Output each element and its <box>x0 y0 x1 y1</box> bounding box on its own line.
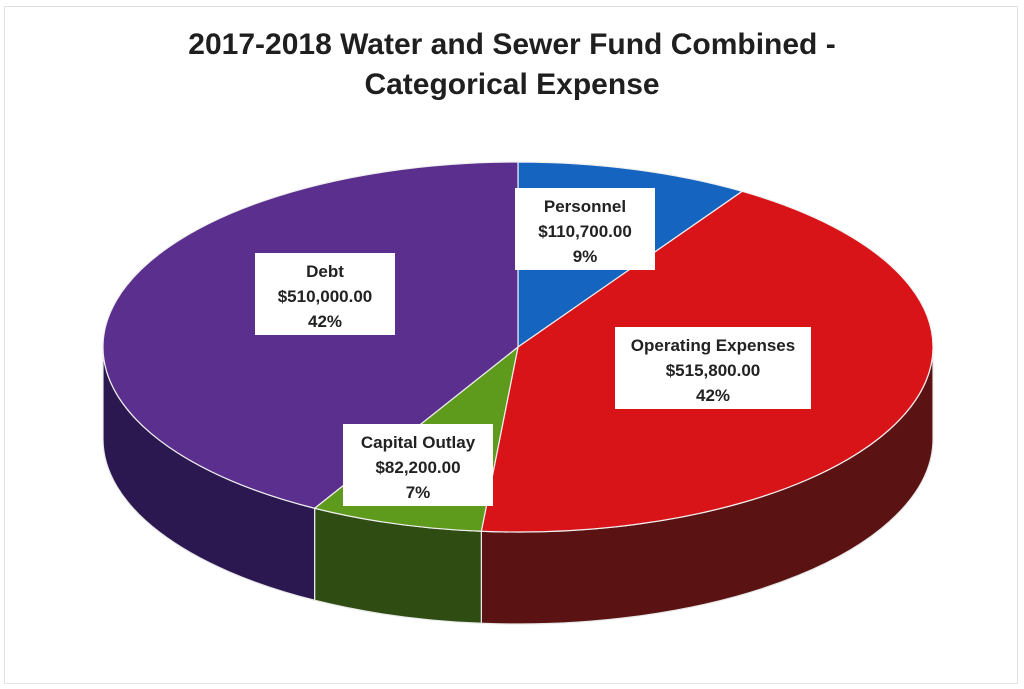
data-label-value: $510,000.00 <box>278 287 373 306</box>
data-label-box <box>615 327 811 409</box>
chart-subtitle: Categorical Expense <box>364 68 660 101</box>
data-label-category: Debt <box>306 262 344 281</box>
chart-title: 2017-2018 Water and Sewer Fund Combined … <box>188 28 836 61</box>
data-label-value: $515,800.00 <box>666 361 761 380</box>
data-label-percent: 7% <box>406 483 431 502</box>
data-label-category: Capital Outlay <box>361 433 476 452</box>
data-label-percent: 42% <box>308 312 342 331</box>
data-label-capital-outlay: Capital Outlay $82,200.00 7% <box>343 424 493 506</box>
data-label-operating-expenses: Operating Expenses $515,800.00 42% <box>615 327 811 409</box>
data-label-percent: 9% <box>573 247 598 266</box>
data-label-box <box>343 424 493 506</box>
data-label-value: $110,700.00 <box>538 222 632 241</box>
data-label-box <box>255 253 395 335</box>
data-label-box <box>515 188 655 270</box>
data-label-value: $82,200.00 <box>375 458 460 477</box>
data-label-category: Personnel <box>544 197 626 216</box>
data-label-percent: 42% <box>696 386 730 405</box>
data-label-debt: Debt $510,000.00 42% <box>255 253 395 335</box>
data-label-category: Operating Expenses <box>631 336 795 355</box>
chart-frame <box>4 6 1018 684</box>
data-label-personnel: Personnel $110,700.00 9% <box>515 188 655 270</box>
pie-slice-debt <box>102 161 519 509</box>
